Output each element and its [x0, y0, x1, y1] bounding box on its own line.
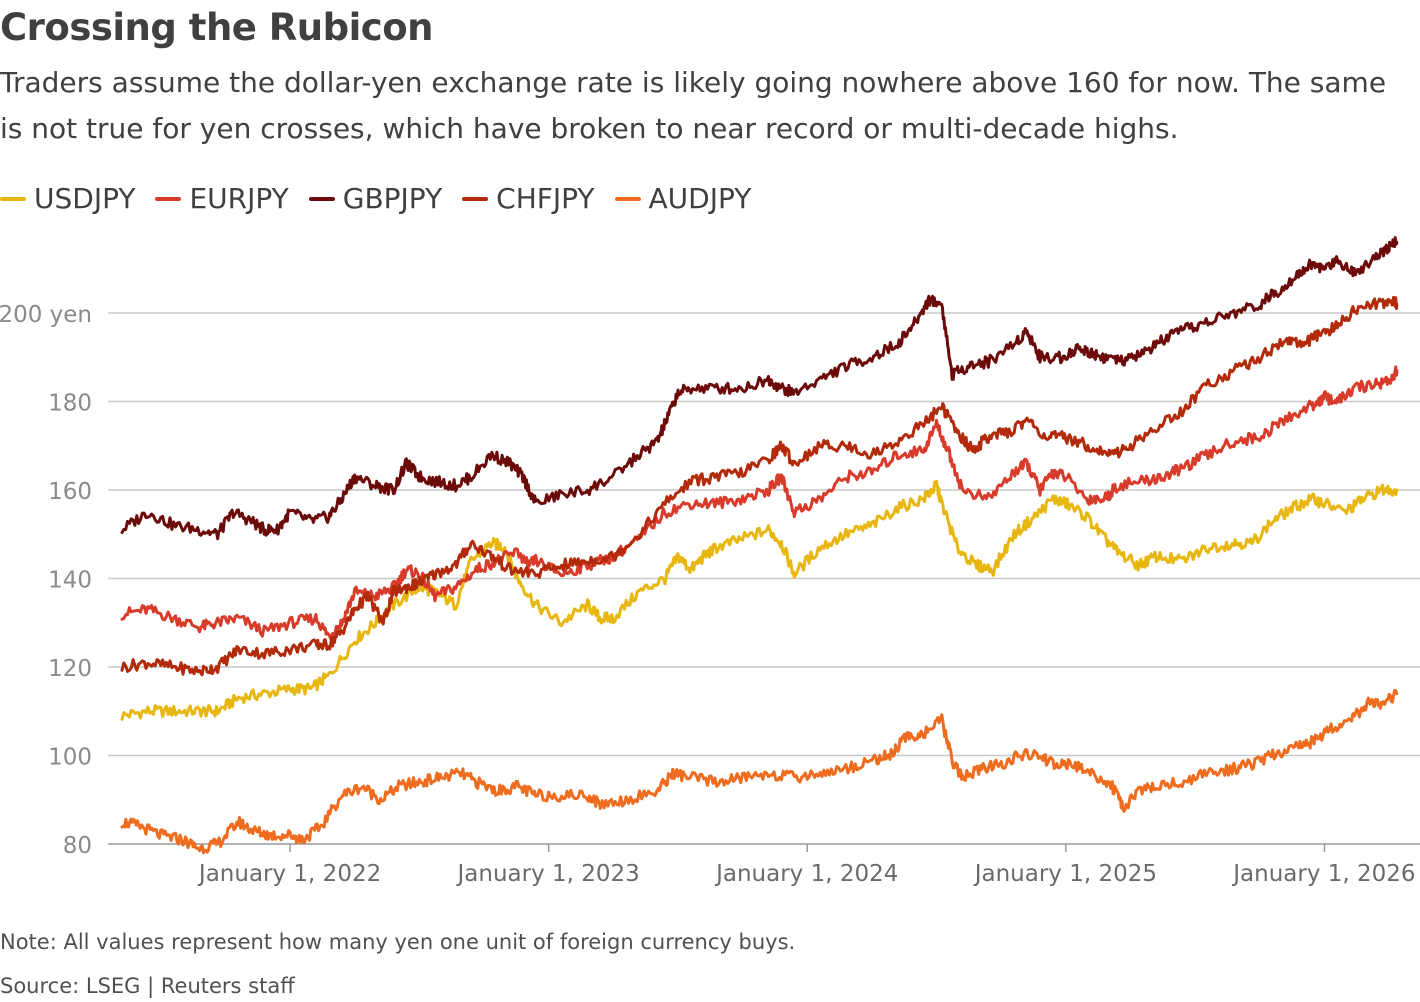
- x-tick-label-1: January 1, 2023: [456, 861, 640, 887]
- y-tick-label-140: 140: [48, 568, 92, 594]
- chart-source: Source: LSEG | Reuters staff: [0, 974, 295, 998]
- legend-label-eurjpy: EURJPY: [189, 182, 289, 215]
- series-line-chfjpy: [120, 295, 1399, 677]
- legend-label-audjpy: AUDJPY: [648, 182, 752, 215]
- series-line-eurjpy: [120, 365, 1399, 640]
- legend-item-gbpjpy[interactable]: GBPJPY: [308, 182, 443, 215]
- y-tick-label-200: 200 yen: [0, 302, 92, 328]
- chart-note: Note: All values represent how many yen …: [0, 930, 796, 954]
- y-tick-label-160: 160: [48, 479, 92, 505]
- x-tick-label-3: January 1, 2025: [973, 861, 1157, 887]
- legend: USDJPY EURJPY GBPJPY CHFJPY AUDJPY: [0, 182, 771, 215]
- legend-swatch-usdjpy: [0, 196, 26, 201]
- legend-label-gbpjpy: GBPJPY: [342, 182, 443, 215]
- x-tick-label-4: January 1, 2026: [1231, 861, 1415, 887]
- series-line-audjpy: [120, 689, 1399, 855]
- x-tick-label-0: January 1, 2022: [197, 861, 381, 887]
- chart-subtitle: Traders assume the dollar-yen exchange r…: [0, 66, 1387, 145]
- legend-swatch-eurjpy: [155, 196, 182, 201]
- series-line-gbpjpy: [120, 236, 1399, 541]
- legend-item-chfjpy[interactable]: CHFJPY: [462, 182, 595, 215]
- series-line-usdjpy: [120, 479, 1399, 721]
- line-chart: 80 100 120 140 160 180 200 yen January 1, 2022 J…: [0, 236, 1420, 887]
- y-tick-label-120: 120: [48, 656, 92, 682]
- legend-item-eurjpy[interactable]: EURJPY: [155, 182, 289, 215]
- legend-label-chfjpy: CHFJPY: [496, 182, 595, 215]
- y-tick-label-180: 180: [48, 391, 92, 417]
- legend-swatch-audjpy: [614, 196, 641, 201]
- legend-label-usdjpy: USDJPY: [34, 182, 136, 215]
- chart-title: Crossing the Rubicon: [0, 6, 433, 49]
- legend-item-audjpy[interactable]: AUDJPY: [614, 182, 752, 215]
- x-tick-label-2: January 1, 2024: [714, 861, 898, 887]
- legend-item-usdjpy[interactable]: USDJPY: [0, 182, 135, 215]
- y-tick-label-100: 100: [48, 745, 92, 771]
- legend-swatch-gbpjpy: [308, 196, 335, 201]
- legend-swatch-chfjpy: [462, 196, 489, 201]
- y-tick-label-80: 80: [63, 833, 92, 859]
